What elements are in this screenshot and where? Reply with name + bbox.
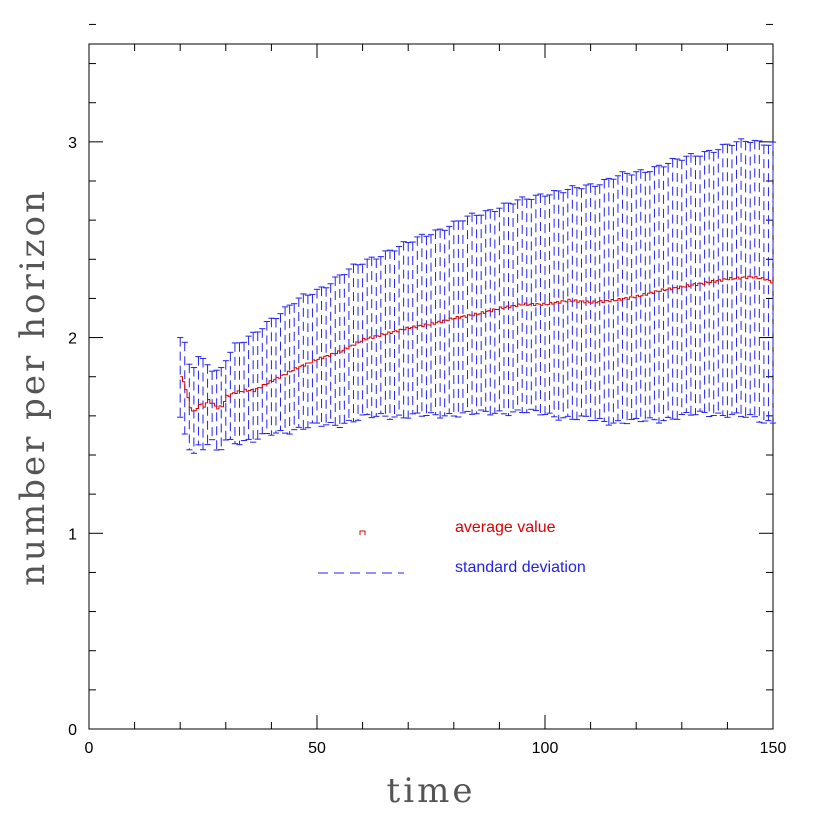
y-axis-label: number per horizon <box>13 188 53 586</box>
y-tick-label: 3 <box>68 135 77 152</box>
series-layer <box>177 138 777 454</box>
tick-labels: 0 50 100 150 0 1 2 3 <box>68 135 786 757</box>
legend-swatch-average <box>359 530 366 535</box>
plot-frame <box>88 43 774 730</box>
y-tick-label: 0 <box>68 722 77 739</box>
legend-label-stddev: standard deviation <box>455 559 586 576</box>
x-tick-label: 100 <box>532 740 559 757</box>
legend-label-average: average value <box>455 519 556 536</box>
series-average-value <box>180 275 774 412</box>
y-tick-label: 2 <box>68 331 77 348</box>
x-axis-label: time <box>387 771 476 811</box>
legend: average value standard deviation <box>318 519 586 576</box>
x-tick-label: 0 <box>85 740 94 757</box>
series-standard-deviation <box>177 138 777 454</box>
axis-ticks <box>88 23 774 730</box>
y-tick-label: 1 <box>68 526 77 543</box>
average-value-line <box>180 275 774 412</box>
x-tick-label: 50 <box>308 740 326 757</box>
x-tick-label: 150 <box>760 740 787 757</box>
